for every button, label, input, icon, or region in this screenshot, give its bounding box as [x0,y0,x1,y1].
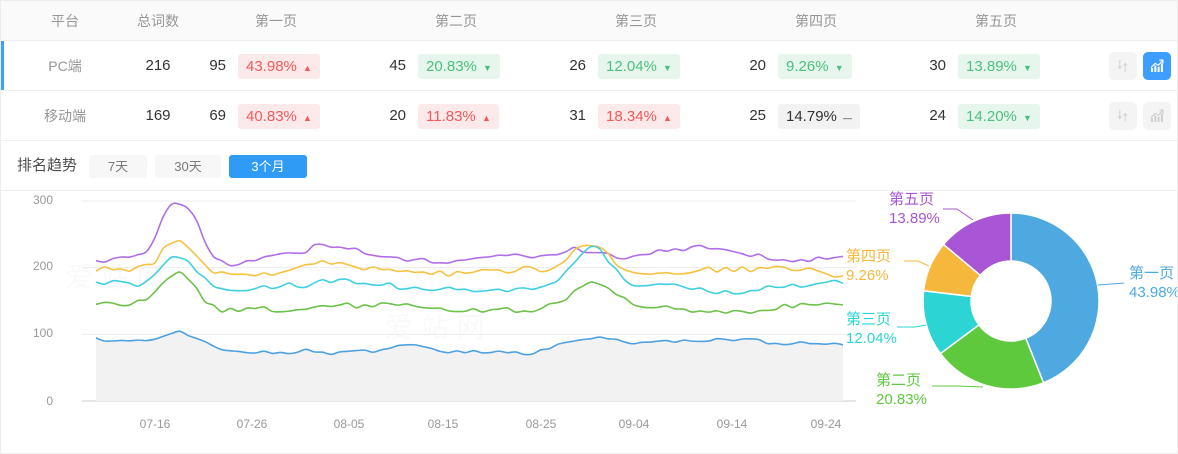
svg-text:43.98%: 43.98% [1129,284,1178,301]
svg-text:第一页: 第一页 [1129,264,1174,282]
svg-text:20.83%: 20.83% [876,391,927,408]
svg-text:第五页: 第五页 [889,190,934,208]
svg-text:13.89%: 13.89% [889,210,940,227]
